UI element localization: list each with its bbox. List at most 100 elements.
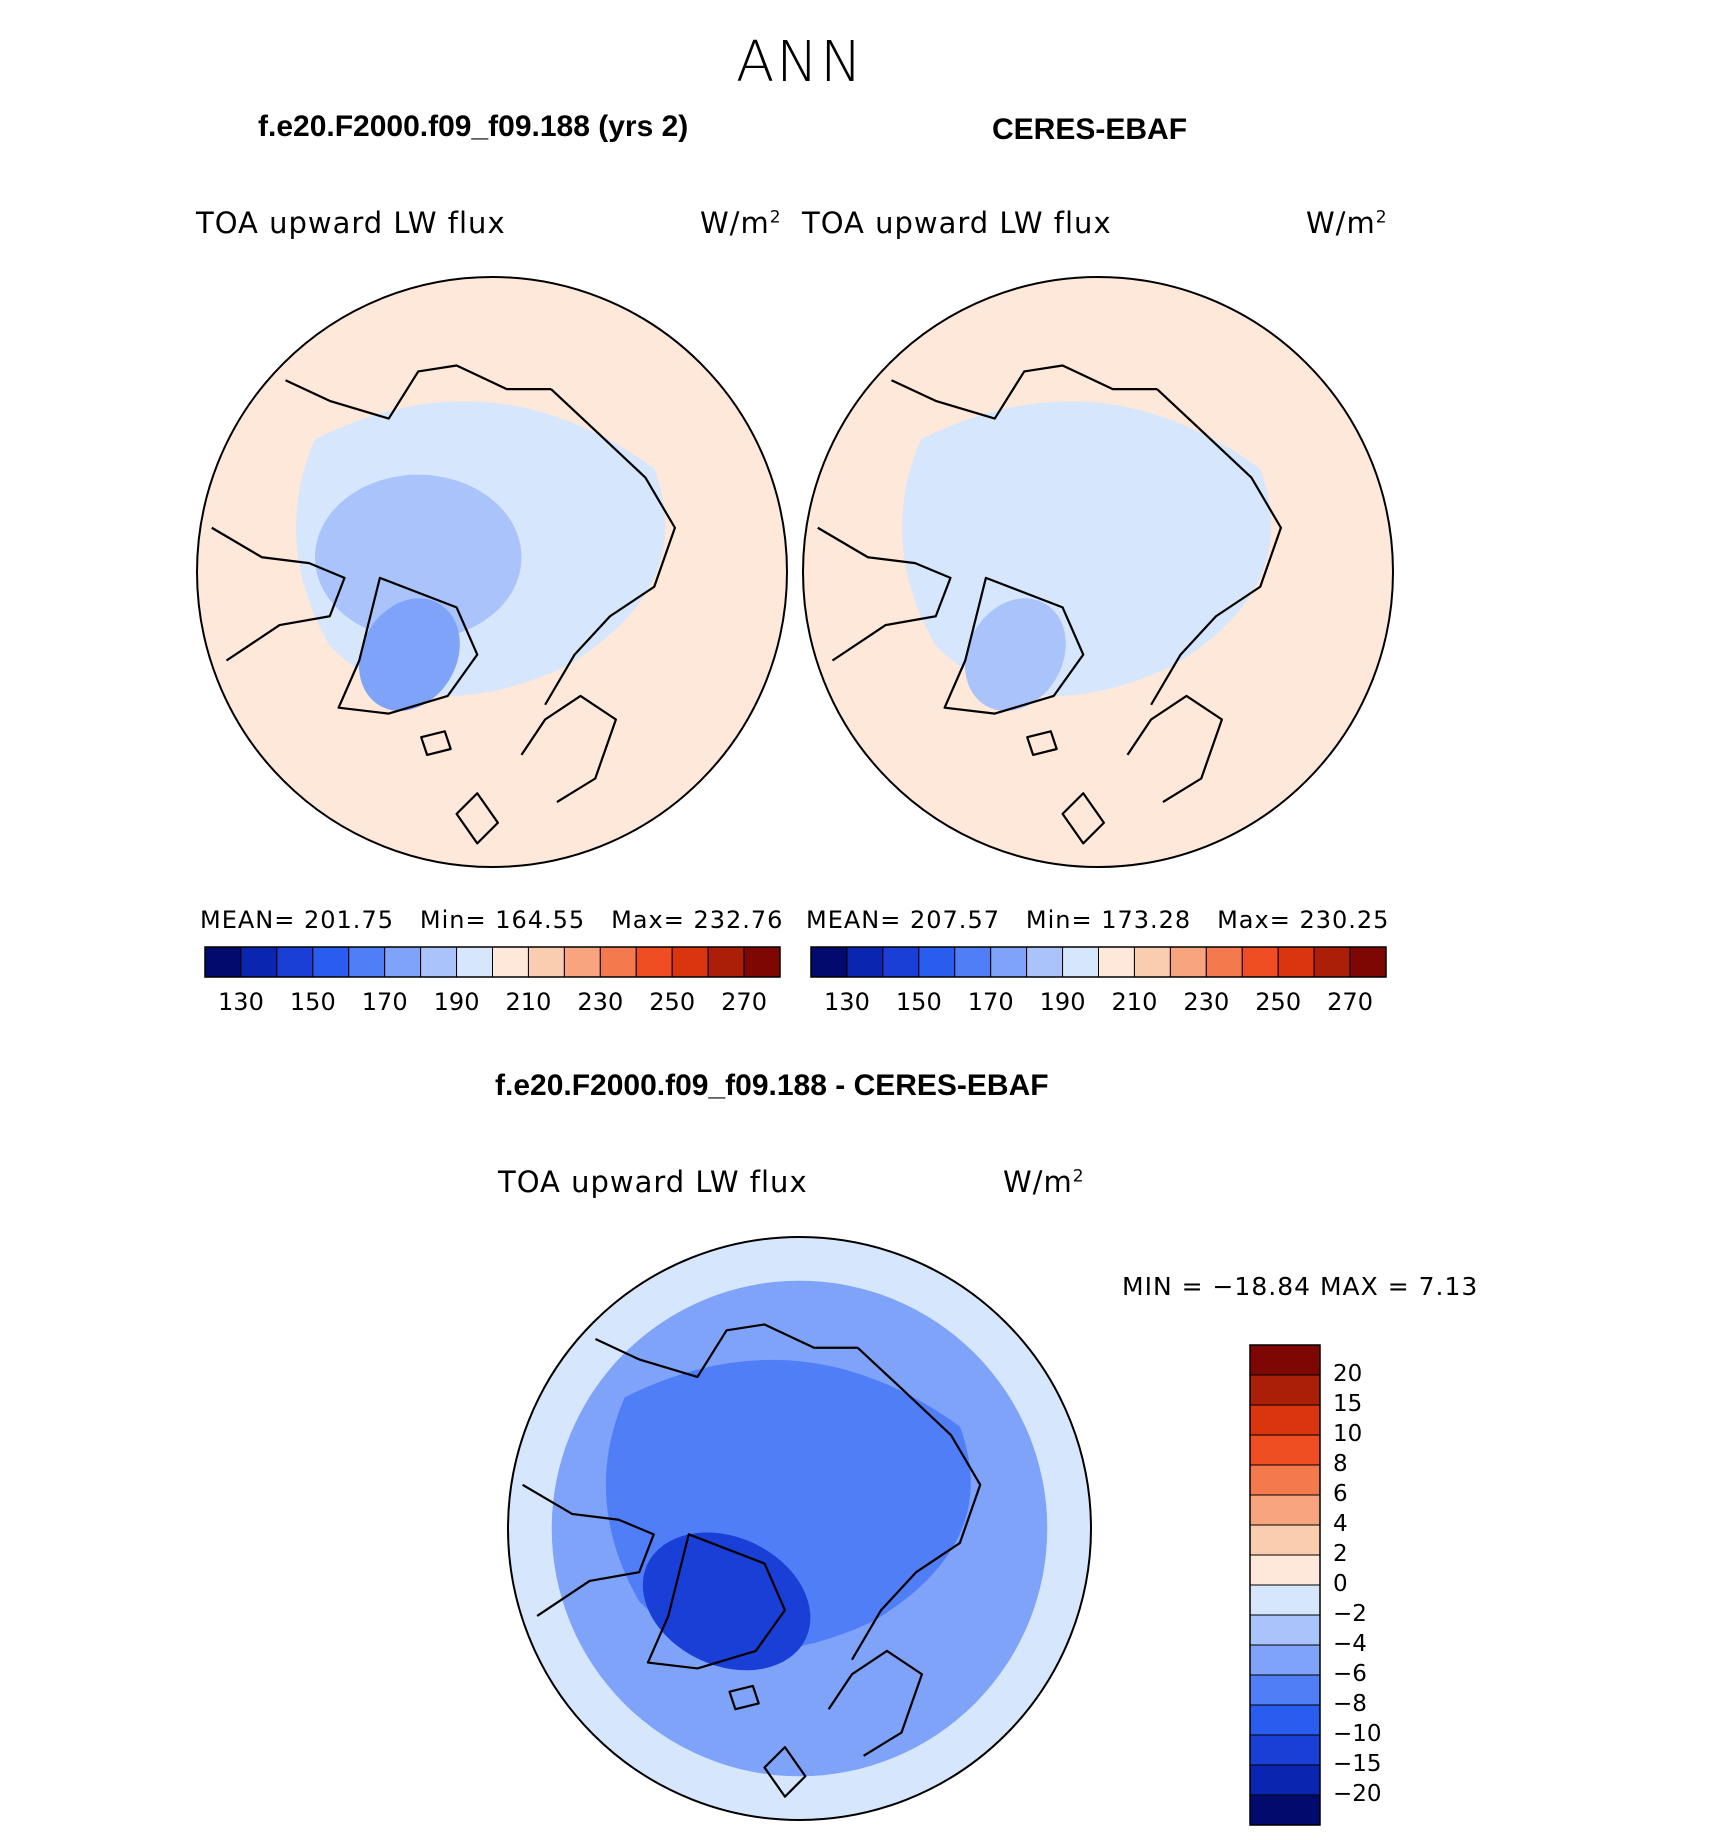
colorbar-swatch [1313, 946, 1351, 978]
coastline-layer [522, 1323, 982, 1798]
colorbar-swatch [1249, 1764, 1321, 1796]
colorbar-swatch [1205, 946, 1243, 978]
coastline-2 [851, 1346, 982, 1661]
colorbar-frame [1249, 1344, 1321, 1826]
colorbar-swatch [1249, 1584, 1321, 1616]
coastline-5 [455, 792, 499, 845]
coastline-3 [594, 1323, 858, 1379]
colorbar-swatch [456, 946, 493, 978]
max-label: Max= [611, 906, 685, 934]
colorbar-swatch [990, 946, 1028, 978]
colorbar-swatch [1249, 1374, 1321, 1406]
coastline-layer [817, 364, 1282, 845]
colorbar-swatch [1249, 1644, 1321, 1676]
panel-left-variable: TOA upward LW flux [196, 206, 506, 240]
colorbar-tick-label: 130 [824, 988, 870, 1016]
panel-diff-units: W/m2 [1003, 1165, 1085, 1199]
region-greenland-interior [964, 598, 1066, 711]
colorbar-swatch [1062, 946, 1099, 978]
coastline-6 [420, 730, 452, 756]
colorbar-swatch [276, 946, 314, 978]
colorbar-swatch [348, 946, 386, 978]
map-border [802, 276, 1394, 868]
colorbar-tick-label: −4 [1333, 1631, 1367, 1657]
colorbar-tick-label: 210 [505, 988, 552, 1016]
colorbar-swatch [810, 946, 848, 978]
colorbar-tick-label: 4 [1333, 1511, 1348, 1537]
colorbar-tick-label: 0 [1333, 1571, 1348, 1597]
colorbar-tick-label: 230 [577, 988, 624, 1016]
colorbar-tick-label: 20 [1333, 1361, 1363, 1387]
panel-left-units: W/m2 [700, 206, 782, 240]
panel-diff-range: MIN = −18.84 MAX = 7.13 [1122, 1272, 1479, 1301]
colorbar-tick-label: 2 [1333, 1541, 1348, 1567]
colorbar-swatch [1249, 1674, 1321, 1706]
field-regions [803, 277, 1393, 867]
region-greenland-interior [358, 598, 460, 711]
colorbar-swatch [846, 946, 884, 978]
coastline-4 [1126, 694, 1223, 804]
colorbar-swatch [1249, 1494, 1321, 1526]
mean-value: 207.57 [910, 906, 1000, 934]
colorbar-left [204, 946, 781, 978]
map-border [507, 1236, 1092, 1821]
colorbar-right-ticks: 130 150 170 190 210 230 250 270 [811, 988, 1386, 1018]
colorbar-swatch [1249, 1344, 1321, 1376]
units-base: W/m [1003, 1165, 1073, 1199]
colorbar-frame [204, 946, 781, 978]
region-greenland [642, 1532, 811, 1671]
colorbar-tick-label: −8 [1333, 1691, 1367, 1717]
panel-right-title: CERES-EBAF [992, 113, 1188, 146]
coastline-6 [1026, 730, 1058, 756]
coastline-0 [817, 526, 952, 662]
colorbar-swatch [1249, 1434, 1321, 1466]
field-regions [508, 1237, 1091, 1820]
colorbar-tick-label: −10 [1333, 1721, 1382, 1747]
colorbar-swatch [1098, 946, 1135, 978]
panel-right-variable: TOA upward LW flux [802, 206, 1112, 240]
units-exponent: 2 [1375, 207, 1388, 228]
colorbar-swatch [635, 946, 673, 978]
colorbar-swatch [882, 946, 920, 978]
colorbar-swatch [599, 946, 637, 978]
colorbar-diff-ticks: 20 15 10 8 6 4 2 0 −2 −4 −6 −8 −10 −15 −20 [1333, 1345, 1433, 1825]
colorbar-swatch [563, 946, 601, 978]
colorbar-swatch [420, 946, 458, 978]
colorbar-tick-label: 250 [1255, 988, 1302, 1016]
map-border [196, 276, 788, 868]
panel-diff-variable: TOA upward LW flux [498, 1165, 808, 1199]
colorbar-swatch [527, 946, 565, 978]
colorbar-swatch [1249, 1524, 1321, 1556]
colorbar-swatch [1133, 946, 1171, 978]
coastline-2 [544, 388, 676, 706]
coastline-4 [827, 1649, 924, 1757]
max-label: Max= [1217, 906, 1291, 934]
colorbar-frame [810, 946, 1387, 978]
region-canadian-archipelago [315, 474, 522, 640]
colorbar-right [810, 946, 1387, 978]
panel-diff-title: f.e20.F2000.f09_f09.188 - CERES-EBAF [495, 1069, 1049, 1102]
colorbar-tick-label: 150 [289, 988, 336, 1016]
colorbar-swatch [743, 946, 781, 978]
coastline-3 [891, 364, 1157, 420]
colorbar-swatch [384, 946, 422, 978]
coastline-1 [943, 576, 1085, 715]
colorbar-tick-label: 230 [1183, 988, 1230, 1016]
colorbar-swatch [707, 946, 745, 978]
colorbar-tick-label: 270 [1327, 988, 1373, 1016]
colorbar-tick-label: −15 [1333, 1751, 1382, 1777]
panel-right-units: W/m2 [1306, 206, 1388, 240]
min-label: Min= [419, 906, 487, 934]
colorbar-tick-label: 130 [218, 988, 264, 1016]
colorbar-tick-label: 170 [967, 988, 1014, 1016]
colorbar-tick-label: 270 [721, 988, 767, 1016]
colorbar-tick-label: 250 [649, 988, 696, 1016]
colorbar-swatch [312, 946, 350, 978]
min-value: 164.55 [495, 906, 586, 934]
colorbar-swatch [1249, 1704, 1321, 1736]
colorbar-diff [1249, 1344, 1321, 1826]
colorbar-swatch [1241, 946, 1279, 978]
colorbar-tick-label: 170 [361, 988, 408, 1016]
coastline-layer [211, 364, 676, 845]
map-left [196, 276, 788, 868]
